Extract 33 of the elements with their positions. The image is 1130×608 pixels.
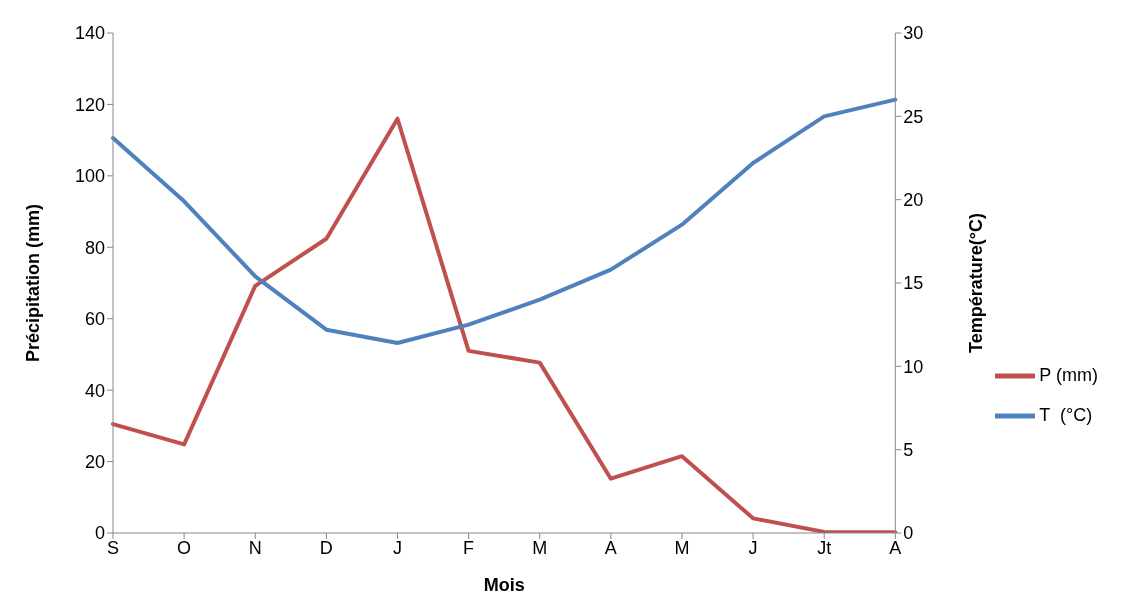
y2-tick-label: 15	[903, 273, 924, 294]
y-tick-label: 120	[74, 94, 105, 115]
y-tick-label: 40	[84, 380, 105, 401]
x-tick-label: M	[532, 537, 548, 558]
y2-tick-label: 20	[903, 190, 924, 211]
y-tick-label: 60	[84, 309, 105, 330]
y-tick-label: 80	[84, 237, 105, 258]
y2-tick-label: 10	[903, 356, 924, 377]
x-tick-label: A	[604, 537, 617, 558]
x-tick-label: A	[889, 537, 902, 558]
y-tick-label: 0	[94, 523, 105, 544]
legend-label: P (mm)	[1039, 364, 1098, 385]
y2-tick-label: 5	[903, 440, 914, 461]
x-tick-label: O	[177, 537, 192, 558]
legend-label: T (°C)	[1039, 404, 1093, 425]
x-tick-label: S	[106, 537, 120, 558]
x-tick-label: Jt	[817, 537, 832, 558]
x-tick-label: M	[674, 537, 690, 558]
x-tick-label: N	[248, 537, 262, 558]
x-axis-title: Mois	[483, 575, 525, 595]
x-tick-label: J	[392, 537, 402, 558]
y2-tick-label: 0	[903, 523, 914, 544]
y-tick-label: 100	[74, 166, 105, 187]
y-tick-label: 20	[84, 451, 105, 472]
y-tick-label: 140	[74, 23, 105, 44]
y2-axis-title: Température(°C)	[965, 213, 986, 353]
line-series	[111, 97, 898, 345]
y2-tick-label: 30	[903, 23, 924, 44]
x-tick-label: F	[463, 537, 475, 558]
x-tick-label: D	[319, 537, 333, 558]
y2-tick-label: 25	[903, 106, 924, 127]
x-tick-label: J	[748, 537, 758, 558]
y-axis-title: Précipitation (mm)	[23, 203, 44, 363]
